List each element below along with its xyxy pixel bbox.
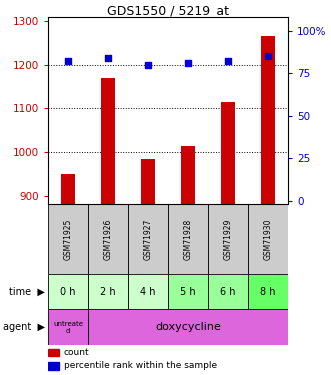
- Bar: [221, 102, 235, 204]
- Bar: [168, 274, 208, 309]
- Text: 2 h: 2 h: [100, 286, 116, 297]
- Text: time  ▶: time ▶: [9, 286, 45, 297]
- Text: agent  ▶: agent ▶: [3, 322, 45, 332]
- Bar: [208, 274, 248, 309]
- Text: GSM71927: GSM71927: [143, 218, 153, 260]
- Text: GSM71929: GSM71929: [223, 218, 232, 260]
- Text: GSM71928: GSM71928: [183, 218, 193, 259]
- Text: 0 h: 0 h: [60, 286, 76, 297]
- Bar: [141, 159, 155, 204]
- Bar: [48, 204, 88, 274]
- Bar: [48, 274, 88, 309]
- Bar: [101, 78, 115, 204]
- Bar: [128, 204, 168, 274]
- Point: [225, 58, 231, 64]
- Text: 6 h: 6 h: [220, 286, 236, 297]
- Bar: [88, 204, 128, 274]
- Text: GSM71926: GSM71926: [104, 218, 113, 260]
- Bar: [48, 362, 59, 370]
- Text: GDS1550 / 5219_at: GDS1550 / 5219_at: [107, 4, 229, 17]
- Point: [265, 53, 271, 59]
- Bar: [248, 274, 288, 309]
- Bar: [181, 146, 195, 204]
- Bar: [88, 274, 128, 309]
- Text: 5 h: 5 h: [180, 286, 196, 297]
- Bar: [248, 204, 288, 274]
- Point: [105, 55, 111, 61]
- Bar: [168, 204, 208, 274]
- Bar: [88, 309, 288, 345]
- Bar: [261, 36, 275, 204]
- Point: [145, 62, 151, 68]
- Text: doxycycline: doxycycline: [155, 322, 221, 332]
- Bar: [61, 174, 75, 204]
- Bar: [48, 348, 59, 356]
- Text: 4 h: 4 h: [140, 286, 156, 297]
- Text: GSM71925: GSM71925: [64, 218, 72, 260]
- Text: percentile rank within the sample: percentile rank within the sample: [64, 362, 217, 370]
- Point: [65, 58, 71, 64]
- Bar: [208, 204, 248, 274]
- Text: 8 h: 8 h: [260, 286, 276, 297]
- Text: untreate
d: untreate d: [53, 321, 83, 334]
- Text: GSM71930: GSM71930: [263, 218, 272, 260]
- Bar: [48, 309, 88, 345]
- Text: count: count: [64, 348, 89, 357]
- Point: [185, 60, 191, 66]
- Bar: [128, 274, 168, 309]
